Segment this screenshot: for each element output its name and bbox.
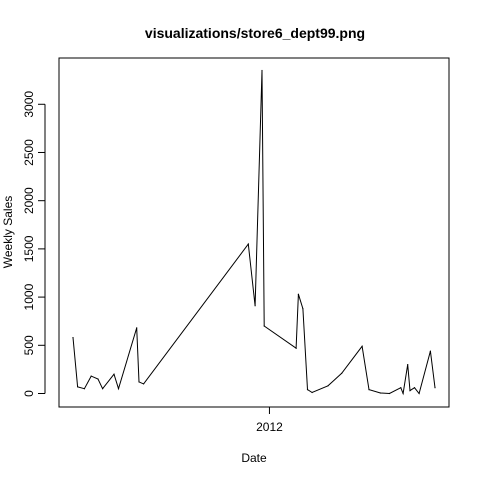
x-axis: 2012 [256,407,283,434]
x-tick-label-0: 2012 [256,420,283,434]
data-point-32 [429,350,431,352]
data-point-33 [434,387,436,389]
data-point-30 [413,387,416,389]
data-point-0 [72,337,74,339]
data-point-24 [379,392,381,394]
data-point-9 [138,381,140,383]
y-tick-label-1: 500 [22,335,36,355]
series-line [72,70,436,396]
data-point-13 [261,69,263,72]
data-point-22 [361,345,363,347]
data-point-6 [113,373,115,375]
y-axis: 0 500 1000 1500 2000 2500 3000 [22,91,46,397]
data-points [72,69,436,395]
data-point-1 [77,386,79,388]
data-point-29 [409,390,411,392]
y-tick-label-4: 2000 [22,187,36,214]
data-point-11 [247,243,249,245]
data-point-4 [97,378,99,380]
data-point-12 [254,305,256,307]
data-point-19 [311,391,313,394]
data-point-28 [407,364,409,366]
data-point-14 [263,325,265,327]
data-point-8 [136,327,138,329]
y-tick-label-0: 0 [22,390,36,397]
y-tick-label-6: 3000 [22,91,36,118]
data-point-5 [102,388,104,390]
data-point-25 [388,392,391,395]
y-tick-label-3: 1500 [22,235,36,262]
chart-title: visualizations/store6_dept99.png [145,25,365,41]
data-point-23 [368,389,370,391]
data-point-16 [297,293,299,295]
data-point-3 [90,375,92,377]
y-axis-label: Weekly Sales [1,196,15,268]
data-point-26 [400,387,402,389]
y-tick-label-2: 1000 [22,283,36,310]
data-point-31 [418,392,420,395]
x-axis-label: Date [241,451,267,465]
data-point-21 [341,372,343,374]
plot-frame [58,57,450,408]
data-point-10 [143,383,145,385]
data-point-27 [402,392,404,395]
y-tick-label-5: 2500 [22,139,36,166]
data-point-7 [117,388,120,390]
data-point-18 [306,389,309,391]
data-point-2 [83,388,85,390]
data-point-17 [302,308,304,310]
data-point-15 [295,347,297,349]
data-point-20 [327,385,329,387]
